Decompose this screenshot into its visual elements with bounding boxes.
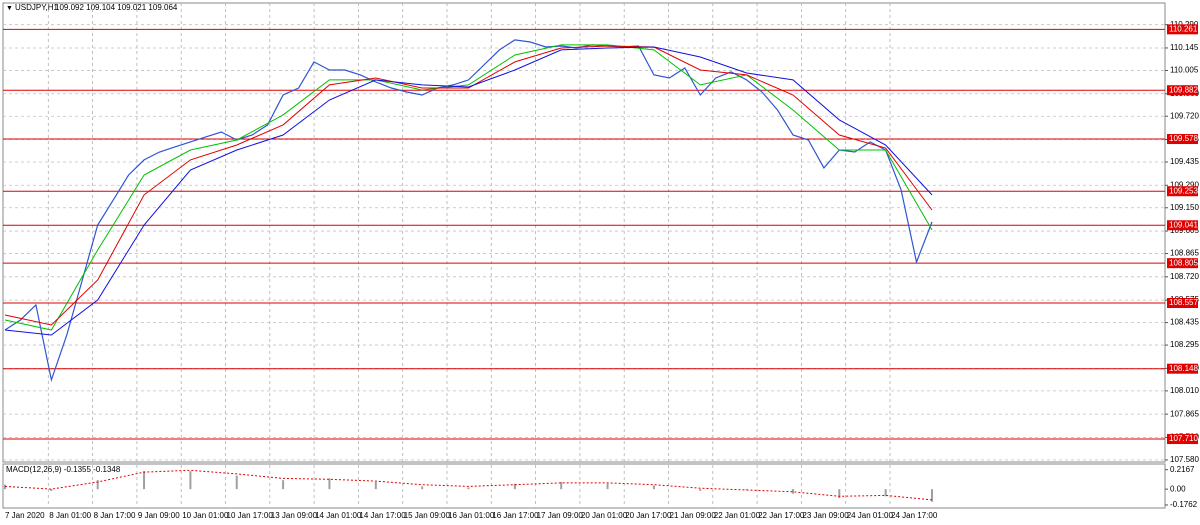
histogram-bar bbox=[421, 486, 424, 490]
level-label-bg bbox=[1167, 298, 1198, 309]
y-tick-label: 110.145 bbox=[1170, 43, 1199, 52]
y-tick-label: 108.295 bbox=[1170, 340, 1199, 349]
histogram-bar bbox=[513, 483, 516, 490]
x-tick-label: 23 Jan 09:00 bbox=[802, 511, 849, 520]
y-tick-label: 107.580 bbox=[1170, 455, 1199, 464]
price-line bbox=[4, 39, 933, 383]
level-label-bg bbox=[1167, 24, 1198, 35]
level-label-bg bbox=[1167, 134, 1198, 145]
level-label: 110.261 bbox=[1169, 24, 1198, 33]
x-tick-label: 10 Jan 17:00 bbox=[227, 511, 274, 520]
y-tick-label: 108.720 bbox=[1170, 272, 1199, 281]
y-tick-label: 107.865 bbox=[1170, 409, 1199, 418]
level-label-bg bbox=[1167, 434, 1198, 445]
y-tick-label: 0.00 bbox=[1170, 484, 1186, 493]
signal-line bbox=[4, 469, 933, 501]
histogram-bar bbox=[189, 471, 192, 490]
moving-average bbox=[4, 45, 933, 326]
y-tick-label: 109.150 bbox=[1170, 203, 1199, 212]
histogram-bar bbox=[235, 475, 238, 490]
level-label-bg bbox=[1167, 258, 1198, 269]
histogram-bar bbox=[791, 489, 794, 494]
x-tick-label: 22 Jan 17:00 bbox=[758, 511, 805, 520]
x-tick-label: 14 Jan 01:00 bbox=[315, 511, 362, 520]
level-label: 107.710 bbox=[1169, 434, 1198, 443]
level-label: 108.805 bbox=[1169, 258, 1198, 267]
y-tick-label: 108.435 bbox=[1170, 318, 1199, 327]
level-label: 109.578 bbox=[1169, 134, 1198, 143]
x-tick-label: 22 Jan 01:00 bbox=[714, 511, 761, 520]
x-tick-label: 14 Jan 17:00 bbox=[359, 511, 406, 520]
histogram-bar bbox=[96, 480, 99, 490]
y-tick-label: 109.435 bbox=[1170, 157, 1199, 166]
level-label-bg bbox=[1167, 220, 1198, 231]
y-tick-label: 108.865 bbox=[1170, 249, 1199, 258]
level-label-bg bbox=[1167, 363, 1198, 374]
y-tick-label: 109.290 bbox=[1170, 180, 1199, 189]
x-tick-label: 20 Jan 17:00 bbox=[625, 511, 672, 520]
y-tick-label: 109.720 bbox=[1170, 111, 1199, 120]
histogram-bar bbox=[652, 485, 655, 490]
x-tick-label: 24 Jan 17:00 bbox=[891, 511, 938, 520]
y-tick-label: 109.005 bbox=[1170, 226, 1199, 235]
x-tick-label: 7 Jan 2020 bbox=[5, 511, 45, 520]
x-tick-label: 8 Jan 01:00 bbox=[49, 511, 91, 520]
level-label: 109.041 bbox=[1169, 220, 1198, 229]
macd-title: MACD(12,26,9) -0.1355 -0.1348 bbox=[6, 465, 121, 474]
y-tick-label: 108.010 bbox=[1170, 386, 1199, 395]
chart-subtitle: 109.092 109.104 109.021 109.064 bbox=[55, 3, 178, 12]
histogram-bar bbox=[328, 478, 331, 490]
histogram-bar bbox=[560, 481, 563, 490]
y-tick-label: 110.290 bbox=[1170, 20, 1199, 29]
histogram-bar bbox=[50, 489, 53, 491]
x-tick-label: 16 Jan 01:00 bbox=[448, 511, 495, 520]
x-tick-label: 20 Jan 01:00 bbox=[581, 511, 628, 520]
chart-title: USDJPY,H1 bbox=[15, 3, 59, 12]
histogram-bar bbox=[143, 471, 146, 490]
histogram-bar bbox=[699, 489, 702, 491]
y-tick-label: -0.1762 bbox=[1170, 500, 1198, 509]
x-tick-label: 16 Jan 17:00 bbox=[492, 511, 539, 520]
menu-arrow[interactable]: ▼ bbox=[6, 5, 13, 12]
x-tick-label: 17 Jan 09:00 bbox=[537, 511, 584, 520]
x-tick-label: 15 Jan 09:00 bbox=[404, 511, 451, 520]
macd-frame bbox=[2, 463, 1166, 509]
moving-average bbox=[4, 44, 933, 331]
y-tick-label: 0.2167 bbox=[1170, 465, 1195, 474]
x-tick-label: 8 Jan 17:00 bbox=[94, 511, 136, 520]
histogram-bar bbox=[374, 481, 377, 490]
level-label: 109.253 bbox=[1169, 186, 1198, 195]
histogram-bar bbox=[282, 480, 285, 490]
level-label-bg bbox=[1167, 85, 1198, 96]
level-label: 108.148 bbox=[1169, 364, 1198, 373]
main-frame bbox=[2, 2, 1166, 463]
histogram-bar bbox=[931, 489, 933, 502]
moving-average bbox=[4, 46, 933, 336]
x-tick-label: 9 Jan 09:00 bbox=[138, 511, 180, 520]
y-tick-label: 110.005 bbox=[1170, 66, 1199, 75]
histogram-bar bbox=[606, 483, 609, 490]
level-label: 109.882 bbox=[1169, 85, 1198, 94]
histogram-bar bbox=[838, 489, 841, 499]
x-tick-label: 13 Jan 09:00 bbox=[271, 511, 318, 520]
level-label: 108.557 bbox=[1169, 298, 1198, 307]
x-tick-label: 10 Jan 01:00 bbox=[182, 511, 229, 520]
histogram-bar bbox=[467, 487, 470, 490]
histogram-bar bbox=[884, 489, 887, 497]
x-tick-label: 24 Jan 01:00 bbox=[847, 511, 894, 520]
x-tick-label: 21 Jan 09:00 bbox=[670, 511, 717, 520]
level-label-bg bbox=[1167, 186, 1198, 197]
